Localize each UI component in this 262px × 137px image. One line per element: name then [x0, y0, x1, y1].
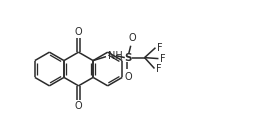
- Text: O: O: [75, 27, 82, 37]
- Text: O: O: [75, 101, 82, 111]
- Text: S: S: [124, 53, 132, 63]
- Text: O: O: [125, 72, 133, 82]
- Text: F: F: [160, 54, 166, 64]
- Text: NH: NH: [108, 51, 123, 61]
- Text: F: F: [156, 64, 162, 73]
- Text: O: O: [129, 33, 137, 43]
- Text: F: F: [157, 43, 163, 53]
